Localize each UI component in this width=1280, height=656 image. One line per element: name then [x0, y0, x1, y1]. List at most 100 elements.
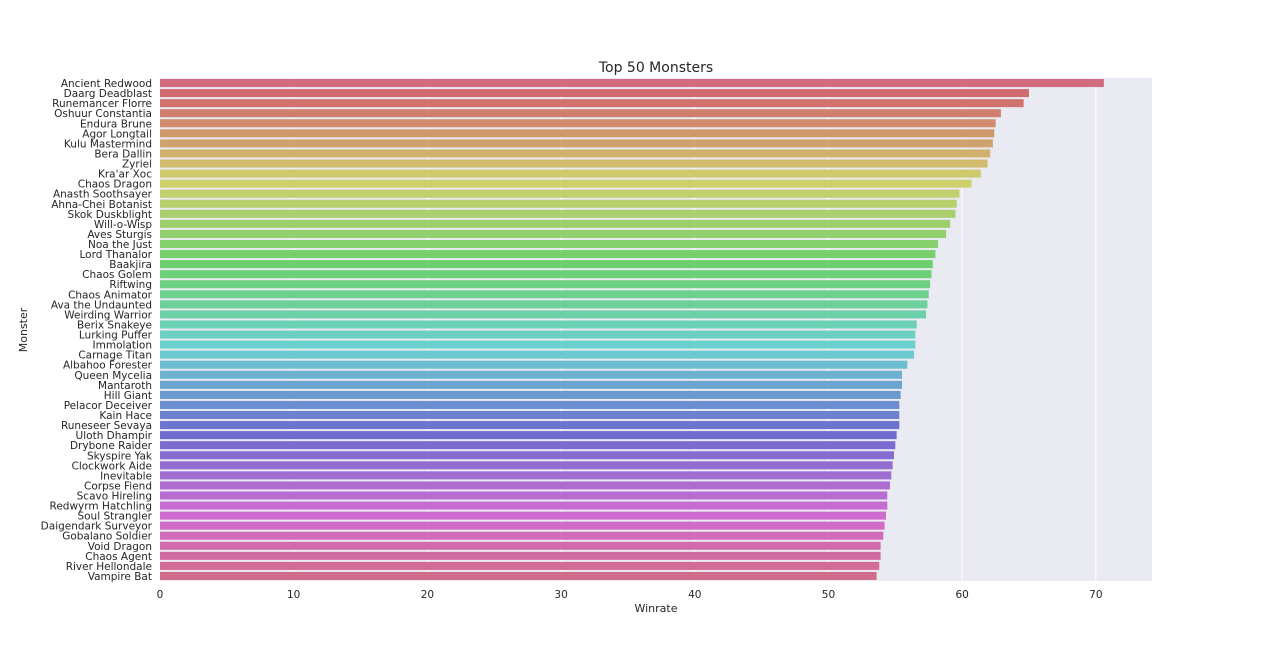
bar [160, 330, 916, 339]
bar [160, 229, 947, 238]
bar [160, 270, 932, 279]
bar [160, 501, 888, 510]
bar [160, 491, 888, 500]
y-tick-label: Riftwing [109, 279, 152, 291]
chart-title: Top 50 Monsters [598, 60, 713, 76]
y-tick-label: Void Dragon [88, 541, 152, 553]
x-tick-label: 60 [955, 589, 968, 601]
bar [160, 79, 1104, 88]
bar [160, 370, 902, 379]
y-tick-label: Daigendark Surveyor [41, 521, 153, 533]
y-tick-label: Skok Duskblight [68, 209, 152, 221]
y-tick-label: Immolation [93, 340, 152, 352]
bar [160, 571, 877, 580]
x-tick-label: 30 [554, 589, 567, 601]
y-tick-label: Runemancer Florre [52, 98, 152, 110]
bar [160, 139, 993, 148]
x-tick-label: 70 [1089, 589, 1102, 601]
y-axis-label: Monster [17, 307, 30, 352]
x-tick-label: 40 [688, 589, 701, 601]
y-tick-label: Oshuur Constantia [54, 108, 152, 120]
y-tick-label: Carnage Titan [78, 350, 152, 362]
y-tick-label: Aves Sturgis [87, 229, 152, 241]
bar [160, 89, 1030, 98]
y-tick-label: Chaos Agent [85, 551, 152, 563]
y-tick-label: Baakjira [109, 259, 152, 271]
x-tick-label: 0 [157, 589, 164, 601]
bar [160, 441, 896, 450]
y-tick-label: Albahoo Forester [63, 360, 153, 372]
bar [160, 380, 902, 389]
bar [160, 431, 897, 440]
y-tick-label: Runeseer Sevaya [61, 420, 152, 432]
y-tick-label: Kulu Mastermind [64, 138, 152, 150]
y-tick-label: Chaos Dragon [78, 179, 152, 191]
y-tick-label: Noa the Just [88, 239, 152, 251]
y-tick-label: Skyspire Yak [87, 450, 153, 462]
bar [160, 290, 929, 299]
y-tick-label: Lurking Puffer [79, 330, 153, 342]
bar [160, 280, 931, 289]
y-tick-label: Endura Brune [80, 118, 152, 130]
x-tick-labels: 0 10 20 30 40 50 60 70 [157, 589, 1103, 601]
y-tick-label: Agor Longtail [82, 128, 152, 140]
bar [160, 320, 917, 329]
y-tick-label: Chaos Golem [82, 269, 152, 281]
y-tick-label: Berix Snakeye [77, 319, 152, 331]
bar [160, 350, 915, 359]
y-tick-label: Kra'ar Xoc [98, 169, 152, 181]
y-tick-label: Zyriel [122, 159, 152, 171]
y-tick-label: Drybone Raider [70, 440, 153, 452]
y-tick-label: Ahna-Chei Botanist [51, 199, 152, 211]
bar [160, 461, 893, 470]
bar [160, 159, 988, 168]
bar [160, 541, 881, 550]
bar [160, 199, 957, 208]
y-tick-label: Clockwork Aide [72, 460, 153, 472]
y-tick-label: Vampire Bat [88, 571, 152, 583]
bar [160, 410, 900, 420]
y-tick-label: Anasth Soothsayer [53, 189, 153, 201]
bar [160, 169, 981, 178]
bar [160, 300, 928, 309]
bar [160, 421, 900, 430]
y-tick-label: Pelacor Deceiver [64, 400, 153, 412]
bar [160, 219, 951, 228]
y-tick-label: Redwyrm Hatchling [50, 501, 152, 513]
y-tick-label: Gobalano Soldier [62, 531, 152, 543]
y-tick-label: Scavo Hireling [77, 490, 152, 502]
y-tick-label: Uloth Dhampir [76, 430, 153, 442]
y-tick-label: Daarg Deadblast [64, 88, 152, 100]
bar [160, 551, 881, 560]
y-tick-label: Will-o-Wisp [94, 219, 152, 231]
bar [160, 481, 890, 490]
y-tick-label: Weirding Warrior [64, 309, 152, 321]
bar [160, 179, 972, 188]
bar [160, 119, 996, 128]
bar [160, 561, 880, 570]
bar [160, 189, 960, 198]
y-tick-label: Mantaroth [98, 380, 152, 392]
bar [160, 400, 900, 409]
y-tick-label: Bera Dallin [94, 148, 152, 160]
y-tick-label: Ancient Redwood [61, 78, 152, 90]
y-tick-label: Queen Mycelia [74, 370, 152, 382]
y-tick-label: Hill Giant [104, 390, 152, 402]
y-tick-label: Inevitable [100, 470, 152, 482]
x-tick-label: 10 [287, 589, 300, 601]
bar [160, 129, 995, 138]
bar [160, 340, 916, 349]
bar [160, 149, 991, 158]
bar [160, 109, 1001, 118]
y-tick-label: River Hellondale [66, 561, 152, 573]
bar [160, 250, 936, 259]
bar [160, 260, 933, 269]
bar [160, 471, 892, 480]
y-tick-label: Kain Hace [99, 410, 152, 422]
bar [160, 360, 908, 369]
bar [160, 451, 894, 460]
y-tick-label: Soul Strangler [77, 511, 152, 523]
x-axis-label: Winrate [634, 602, 677, 615]
bar [160, 310, 927, 319]
